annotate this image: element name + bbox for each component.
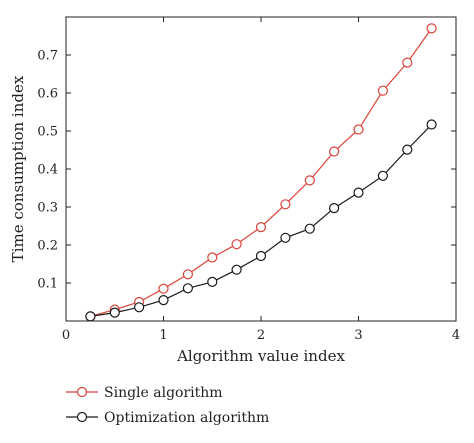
y-axis-ticks: 0.1 0.2 0.3 0.4 0.5 0.6 0.7 (37, 49, 456, 292)
data-point-optimization-algorithm (426, 119, 437, 130)
data-point-optimization-algorithm (182, 283, 193, 294)
y-tick-label: 0.5 (37, 125, 58, 140)
x-tick-label: 2 (257, 328, 265, 343)
data-point-optimization-algorithm (255, 250, 267, 262)
data-point-single-algorithm (231, 239, 242, 250)
data-point-optimization-algorithm (158, 295, 169, 306)
data-point-single-algorithm (182, 269, 193, 280)
x-tick-label: 4 (452, 328, 460, 343)
legend-item-single-algorithm: Single algorithm (66, 385, 223, 401)
x-tick-label: 0 (62, 328, 70, 343)
y-tick-label: 0.4 (37, 163, 58, 178)
data-point-optimization-algorithm (134, 302, 145, 313)
data-point-single-algorithm (280, 199, 291, 210)
data-point-optimization-algorithm (85, 311, 96, 322)
x-axis-title: Algorithm value index (176, 347, 345, 365)
legend-item-optimization-algorithm: Optimization algorithm (66, 410, 269, 426)
data-point-optimization-algorithm (377, 170, 388, 181)
data-point-single-algorithm (377, 85, 388, 96)
series-line-optimization-algorithm (90, 124, 433, 317)
data-point-single-algorithm (353, 124, 364, 135)
data-point-optimization-algorithm (353, 187, 364, 198)
data-point-single-algorithm (158, 283, 169, 294)
data-point-single-algorithm (402, 57, 413, 68)
data-point-single-algorithm (207, 252, 218, 263)
y-tick-label: 0.7 (37, 49, 58, 64)
y-tick-label: 0.6 (37, 87, 58, 102)
series-layer (85, 23, 437, 322)
legend-marker-single-algorithm (76, 386, 88, 398)
plot-area-frame (65, 16, 457, 322)
x-tick-label: 1 (159, 328, 167, 343)
data-point-single-algorithm (255, 222, 267, 233)
legend-label-single-algorithm: Single algorithm (104, 385, 223, 401)
legend: Single algorithm Optimization algorithm (66, 385, 269, 426)
data-point-optimization-algorithm (207, 276, 218, 287)
data-point-optimization-algorithm (304, 223, 315, 234)
legend-label-optimization-algorithm: Optimization algorithm (104, 410, 269, 426)
data-point-optimization-algorithm (280, 232, 291, 243)
data-point-single-algorithm (329, 146, 340, 157)
data-point-optimization-algorithm (231, 264, 242, 275)
y-axis-title: Time consumption index (9, 75, 27, 262)
data-point-single-algorithm (426, 23, 437, 34)
data-point-optimization-algorithm (329, 203, 340, 214)
x-axis-ticks: 0 1 2 3 4 (62, 17, 460, 343)
data-point-single-algorithm (304, 175, 315, 186)
y-tick-label: 0.1 (37, 277, 58, 292)
y-tick-label: 0.2 (37, 239, 58, 254)
legend-marker-optimization-algorithm (76, 411, 88, 423)
x-tick-label: 3 (354, 328, 362, 343)
data-point-optimization-algorithm (402, 144, 413, 155)
y-tick-label: 0.3 (37, 201, 58, 216)
data-point-optimization-algorithm (109, 307, 120, 318)
